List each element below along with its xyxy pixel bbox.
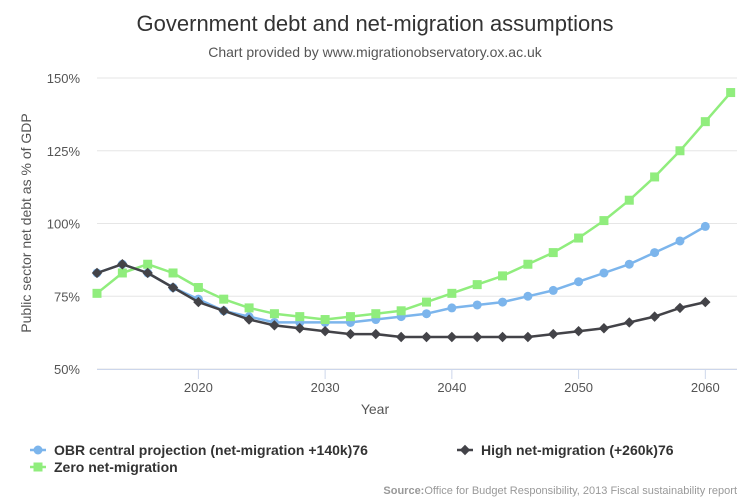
data-point-zero-migration (650, 172, 660, 182)
data-point-high-migration (395, 331, 407, 343)
legend-symbol (33, 445, 43, 455)
data-point-high-migration (649, 311, 660, 322)
series-group (91, 88, 736, 343)
data-point-zero-migration (447, 288, 457, 298)
x-tick-label: 2020 (184, 380, 213, 395)
data-point-high-migration (91, 267, 103, 279)
series-line-high-migration (96, 262, 706, 339)
data-point-high-migration (167, 282, 179, 293)
legend-label: OBR central projection (net-migration +1… (54, 442, 368, 458)
legend-label: High net-migration (+260k)76 (481, 442, 674, 458)
data-point-obr-central (523, 291, 533, 301)
legend-item-zero-migration[interactable]: Zero net-migration (30, 459, 178, 475)
data-point-zero-migration (523, 259, 533, 269)
x-tick-label: 2060 (691, 380, 720, 395)
y-tick-label: 50% (54, 362, 80, 377)
data-point-zero-migration (726, 88, 736, 98)
legend-symbol (459, 444, 471, 456)
data-point-high-migration (497, 331, 508, 343)
series-zero-migration (92, 88, 736, 325)
source-credit: Source:Office for Budget Responsibility,… (383, 485, 737, 497)
data-point-obr-central (447, 303, 457, 313)
data-point-zero-migration (574, 233, 584, 243)
y-tick-label: 75% (54, 289, 80, 304)
data-point-zero-migration (624, 195, 634, 205)
data-point-high-migration (624, 317, 635, 328)
data-point-high-migration (573, 325, 584, 337)
data-point-zero-migration (345, 312, 355, 322)
data-point-obr-central (548, 285, 558, 295)
data-point-zero-migration (92, 288, 102, 298)
data-point-zero-migration (548, 248, 558, 258)
legend-label: Zero net-migration (54, 459, 178, 475)
data-point-high-migration (218, 305, 229, 316)
data-point-zero-migration (193, 283, 203, 293)
legend-item-high-migration[interactable]: High net-migration (+260k)76 (457, 442, 674, 458)
data-point-zero-migration (498, 271, 508, 281)
series-line-zero-migration (96, 91, 732, 321)
data-point-high-migration (294, 323, 305, 334)
data-point-high-migration (548, 328, 559, 340)
data-point-high-migration (243, 314, 255, 325)
data-point-zero-migration (320, 315, 330, 325)
legend-symbol (33, 462, 43, 472)
data-point-zero-migration (396, 306, 406, 316)
y-axis-ticks: 50% 75% 100% 125% 150% (47, 71, 81, 377)
data-point-zero-migration (269, 309, 279, 319)
data-point-obr-central (700, 221, 710, 231)
data-point-high-migration (471, 331, 483, 343)
data-point-high-migration (700, 296, 711, 308)
x-axis: 2020 2030 2040 2050 2060 (97, 369, 737, 395)
source-credit-label: Source: (383, 485, 424, 497)
x-tick-label: 2040 (437, 380, 466, 395)
data-point-high-migration (269, 320, 280, 331)
chart-subtitle: Chart provided by www.migrationobservato… (208, 44, 543, 60)
data-point-high-migration (142, 267, 153, 279)
data-point-zero-migration (143, 259, 153, 269)
chart-title: Government debt and net-migration assump… (137, 11, 614, 36)
series-high-migration (91, 259, 711, 343)
legend: OBR central projection (net-migration +1… (30, 442, 674, 475)
data-point-zero-migration (675, 146, 685, 156)
data-point-zero-migration (117, 268, 127, 278)
data-point-high-migration (370, 328, 382, 340)
data-point-high-migration (421, 331, 432, 343)
legend-item-obr-central[interactable]: OBR central projection (net-migration +1… (30, 442, 368, 458)
data-point-zero-migration (244, 303, 254, 313)
data-point-zero-migration (168, 268, 178, 278)
data-point-high-migration (193, 296, 204, 308)
data-point-obr-central (675, 236, 685, 246)
gridlines (97, 77, 737, 370)
x-tick-label: 2050 (564, 380, 593, 395)
data-point-zero-migration (422, 297, 432, 307)
data-point-zero-migration (700, 117, 710, 127)
data-point-obr-central (422, 309, 432, 319)
data-point-obr-central (472, 300, 482, 310)
y-tick-label: 100% (47, 217, 81, 232)
y-tick-label: 150% (47, 71, 81, 86)
data-point-obr-central (599, 268, 609, 278)
data-point-zero-migration (599, 216, 609, 226)
data-point-high-migration (319, 325, 331, 337)
data-point-high-migration (117, 259, 128, 270)
data-point-obr-central (574, 277, 584, 287)
data-point-obr-central (498, 297, 508, 307)
y-tick-label: 125% (47, 144, 81, 159)
data-point-zero-migration (371, 309, 381, 319)
y-axis-title: Public sector net debt as % of GDP (18, 113, 34, 332)
x-tick-label: 2030 (311, 380, 340, 395)
data-point-high-migration (598, 323, 610, 334)
data-point-high-migration (522, 331, 534, 343)
data-point-high-migration (446, 331, 458, 343)
data-point-high-migration (345, 328, 356, 340)
data-point-zero-migration (472, 280, 482, 290)
data-point-obr-central (624, 259, 634, 269)
data-point-zero-migration (295, 312, 305, 322)
data-point-zero-migration (219, 294, 229, 304)
data-point-obr-central (650, 248, 660, 258)
source-credit-text: Office for Budget Responsibility, 2013 F… (424, 485, 737, 497)
x-axis-title: Year (361, 401, 390, 417)
data-point-high-migration (674, 302, 686, 314)
